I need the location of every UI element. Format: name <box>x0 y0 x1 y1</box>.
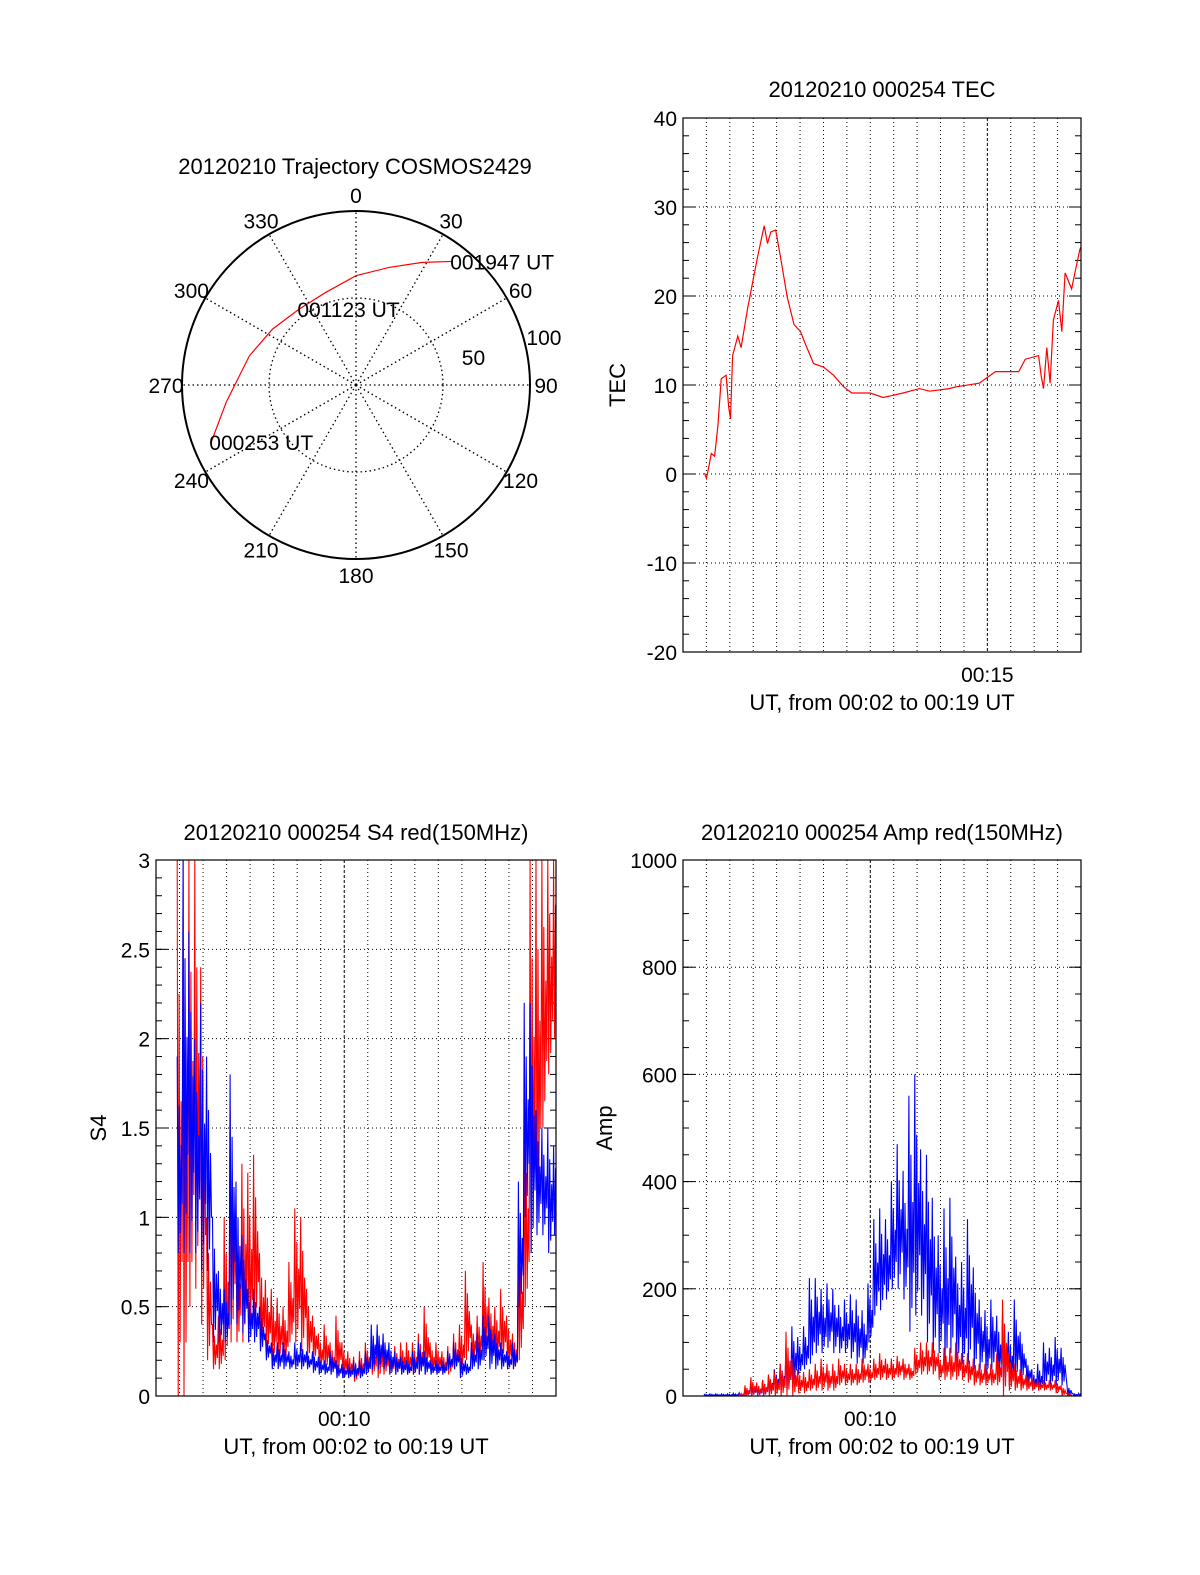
polar-outer-circle <box>181 210 531 560</box>
series-group <box>176 860 556 1396</box>
azimuth-label: 60 <box>509 280 532 303</box>
radial-grid-circle <box>268 297 444 473</box>
azimuth-label: 30 <box>439 210 462 233</box>
y-axis-label: TEC <box>605 363 630 407</box>
azimuth-spoke <box>204 384 357 473</box>
x-axis-label: UT, from 00:02 to 00:19 UT <box>223 1434 488 1459</box>
series-line-tec <box>703 225 1081 481</box>
azimuth-label: 120 <box>503 470 538 493</box>
radial-tick-label: 50 <box>462 347 485 370</box>
y-tick-label: 0 <box>665 464 677 487</box>
y-tick-label: 1.5 <box>121 1118 150 1141</box>
y-tick-label: 0 <box>665 1386 677 1409</box>
plot-frame <box>682 859 1082 1397</box>
charts: 20120210 000254 TEC-20-1001020304000:15U… <box>86 77 1082 1459</box>
y-tick-label: 200 <box>642 1279 677 1302</box>
azimuth-label: 240 <box>174 470 209 493</box>
y-tick-label: -20 <box>647 642 677 665</box>
tec-chart: 20120210 000254 TEC -20 -10 0 10 20 30 40 00:15 U… <box>605 77 1082 715</box>
trajectory-time-label: 001947 UT <box>450 251 554 274</box>
plot-frame <box>155 859 557 1397</box>
trajectory-line <box>210 260 453 443</box>
azimuth-label: 270 <box>148 375 183 398</box>
azimuth-label: 300 <box>174 280 209 303</box>
trajectory-time-label: 001123 UT <box>297 299 400 322</box>
series-group <box>703 1074 1081 1396</box>
azimuth-label: 330 <box>243 210 278 233</box>
chart-title: 20120210 000254 Amp red(150MHz) <box>701 820 1063 845</box>
x-axis-label: UT, from 00:02 to 00:19 UT <box>749 690 1014 715</box>
azimuth-label: 150 <box>433 540 468 563</box>
y-tick-label: 10 <box>654 375 677 398</box>
x-tick-label: 00:10 <box>318 1408 371 1431</box>
azimuth-label: 210 <box>243 540 278 563</box>
azimuth-spoke <box>204 297 357 386</box>
x-tick-label: 00:10 <box>844 1408 897 1431</box>
azimuth-spoke <box>268 384 357 537</box>
y-tick-label: 1 <box>138 1207 150 1230</box>
radial-tick-label: 100 <box>526 327 561 350</box>
azimuth-label: 0 <box>350 185 362 208</box>
series-group <box>703 225 1081 481</box>
polar-trajectory-plot: 20120210 Trajectory COSMOS2429 0 30 60 90 12… <box>148 154 561 588</box>
s4-chart: 20120210 000254 S4 red(150MHz) 0 0.5 1 1.5 2 2… <box>86 820 557 1459</box>
y-tick-label: 0 <box>138 1386 150 1409</box>
y-tick-label: 0.5 <box>121 1297 150 1320</box>
x-axis-label: UT, from 00:02 to 00:19 UT <box>749 1434 1014 1459</box>
y-tick-label: -10 <box>647 553 677 576</box>
y-tick-label: 20 <box>654 286 677 309</box>
plot-frame <box>682 117 1082 653</box>
y-tick-label: 3 <box>138 850 150 873</box>
y-tick-label: 30 <box>654 197 677 220</box>
x-tick-label: 00:15 <box>961 664 1014 687</box>
chart-title: 20120210 000254 S4 red(150MHz) <box>184 820 529 845</box>
y-axis-label: Amp <box>592 1105 617 1150</box>
trajectory-time-label: 000253 UT <box>209 432 313 455</box>
amp-chart: 20120210 000254 Amp red(150MHz) 0 200 400 60… <box>592 820 1082 1459</box>
y-tick-label: 1000 <box>630 850 677 873</box>
y-tick-label: 40 <box>654 108 677 131</box>
y-tick-label: 2 <box>138 1029 150 1052</box>
azimuth-label: 90 <box>534 375 557 398</box>
chart-title: 20120210 000254 TEC <box>768 77 995 102</box>
y-tick-label: 2.5 <box>121 939 150 962</box>
series-line-s4-blue <box>176 860 556 1379</box>
polar-title: 20120210 Trajectory COSMOS2429 <box>178 154 531 179</box>
y-axis-label: S4 <box>86 1115 111 1142</box>
series-line-amp-red <box>738 1299 1073 1396</box>
azimuth-label: 180 <box>338 565 373 588</box>
y-tick-label: 400 <box>642 1172 677 1195</box>
y-tick-label: 600 <box>642 1064 677 1087</box>
y-tick-label: 800 <box>642 957 677 980</box>
azimuth-spoke <box>268 233 357 386</box>
